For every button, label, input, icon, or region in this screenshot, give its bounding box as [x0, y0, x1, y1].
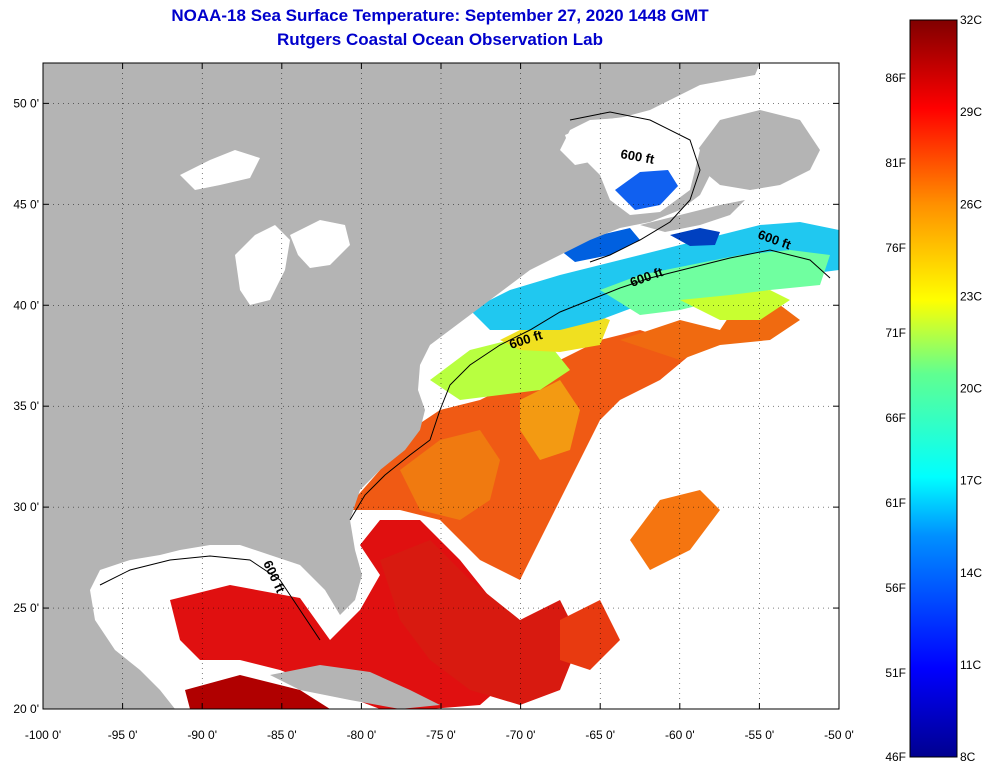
land-newfoundland — [690, 110, 820, 190]
depth-contour-600ft — [99, 249, 831, 641]
x-tick-label: -75 0' — [426, 728, 456, 742]
colorbar-fahrenheit-label: 66F — [885, 411, 906, 425]
y-axis: 20 0' 25 0' 30 0' 35 0' 40 0' 45 0' 50 0' — [13, 96, 839, 716]
x-tick-label: -70 0' — [506, 728, 536, 742]
colorbar-celsius-label: 11C — [960, 658, 981, 672]
x-tick-label: -100 0' — [25, 728, 61, 742]
y-tick-label: 30 0' — [13, 500, 39, 514]
colorbar-ticks: 32C 29C 26C 23C 20C 17C 14C 11C 8C 86F 81F 76F 71F 66… — [885, 13, 982, 764]
y-tick-label: 20 0' — [13, 702, 39, 716]
contour-label: 600 ft — [619, 146, 656, 167]
colorbar-celsius-label: 26C — [960, 197, 982, 211]
colorbar-fahrenheit-label: 76F — [885, 241, 906, 255]
colorbar — [909, 19, 958, 758]
sst-data-layer — [170, 160, 839, 709]
colorbar-celsius-label: 23C — [960, 289, 982, 303]
x-axis: -100 0' -95 0' -90 0' -85 0' -80 0' -75 0' -70… — [25, 63, 854, 742]
y-tick-label: 50 0' — [13, 96, 39, 110]
colorbar-fahrenheit-label: 71F — [885, 326, 906, 340]
x-tick-label: -50 0' — [824, 728, 854, 742]
colorbar-celsius-label: 20C — [960, 382, 982, 396]
colorbar-celsius-label: 29C — [960, 105, 982, 119]
y-tick-label: 35 0' — [13, 399, 39, 413]
x-tick-label: -85 0' — [267, 728, 297, 742]
land-cuba — [270, 665, 440, 709]
colorbar-celsius-label: 8C — [960, 750, 976, 764]
land-mass — [43, 63, 760, 709]
y-tick-label: 25 0' — [13, 601, 39, 615]
colorbar-celsius-label: 14C — [960, 566, 982, 580]
x-tick-label: -65 0' — [585, 728, 615, 742]
y-tick-label: 45 0' — [13, 197, 39, 211]
colorbar-celsius-label: 32C — [960, 13, 982, 27]
colorbar-fahrenheit-label: 61F — [885, 496, 906, 510]
map-subtitle: Rutgers Coastal Ocean Observation Lab — [277, 30, 603, 49]
colorbar-celsius-label: 17C — [960, 474, 982, 488]
x-tick-label: -55 0' — [745, 728, 775, 742]
x-tick-label: -90 0' — [187, 728, 217, 742]
y-tick-label: 40 0' — [13, 298, 39, 312]
x-tick-label: -95 0' — [108, 728, 138, 742]
colorbar-fahrenheit-label: 56F — [885, 581, 906, 595]
colorbar-fahrenheit-label: 51F — [885, 666, 906, 680]
colorbar-fahrenheit-label: 86F — [885, 71, 906, 85]
map-title: NOAA-18 Sea Surface Temperature: Septemb… — [171, 6, 709, 25]
colorbar-fahrenheit-label: 81F — [885, 156, 906, 170]
colorbar-fahrenheit-label: 46F — [885, 750, 906, 764]
x-tick-label: -60 0' — [665, 728, 695, 742]
x-tick-label: -80 0' — [347, 728, 377, 742]
